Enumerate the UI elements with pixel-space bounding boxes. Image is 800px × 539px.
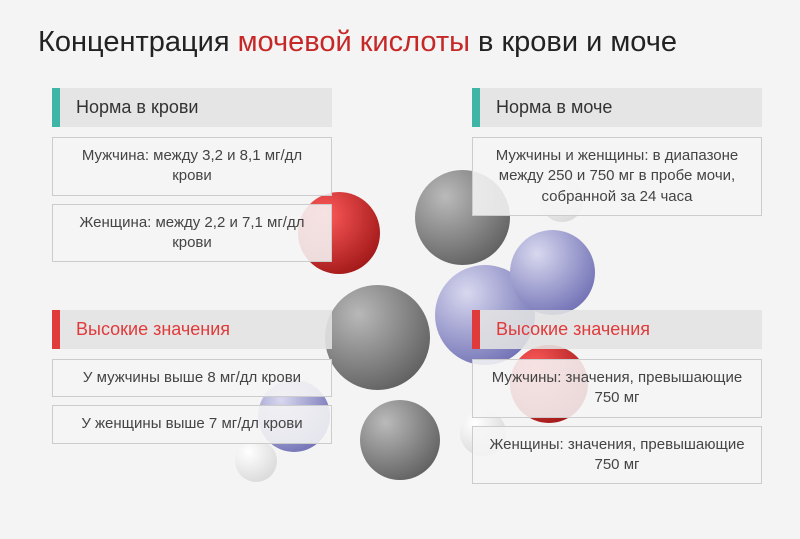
value-box: Мужчины и женщины: в диапазоне между 250… xyxy=(472,137,762,216)
page-title: Концентрация мочевой кислоты в крови и м… xyxy=(38,26,677,59)
value-box: Мужчины: значения, превышающие 750 мг xyxy=(472,359,762,418)
group-blood-high: Высокие значения У мужчины выше 8 мг/дл … xyxy=(52,310,332,452)
header-urine-high: Высокие значения xyxy=(472,310,762,349)
atom xyxy=(510,230,595,315)
value-box: У мужчины выше 8 мг/дл крови xyxy=(52,359,332,397)
title-accent: мочевой кислоты xyxy=(238,26,470,58)
header-urine-norm: Норма в моче xyxy=(472,88,762,127)
title-part3: в крови и моче xyxy=(470,26,677,58)
header-blood-high: Высокие значения xyxy=(52,310,332,349)
group-blood-norm: Норма в крови Мужчина: между 3,2 и 8,1 м… xyxy=(52,88,332,270)
group-urine-high: Высокие значения Мужчины: значения, прев… xyxy=(472,310,762,492)
value-box: Мужчина: между 3,2 и 8,1 мг/дл крови xyxy=(52,137,332,196)
value-box: Женщины: значения, превышающие 750 мг xyxy=(472,426,762,485)
value-box: Женщина: между 2,2 и 7,1 мг/дл крови xyxy=(52,204,332,263)
atom xyxy=(360,400,440,480)
value-box: У женщины выше 7 мг/дл крови xyxy=(52,405,332,443)
atom xyxy=(325,285,430,390)
header-blood-norm: Норма в крови xyxy=(52,88,332,127)
group-urine-norm: Норма в моче Мужчины и женщины: в диапаз… xyxy=(472,88,762,224)
title-part1: Концентрация xyxy=(38,26,238,58)
